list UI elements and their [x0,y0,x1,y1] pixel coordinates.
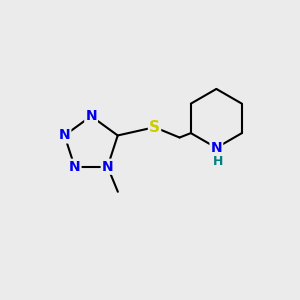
Text: H: H [213,154,223,168]
Text: N: N [102,160,113,174]
Text: N: N [211,141,222,155]
Text: N: N [59,128,70,142]
Text: N: N [69,160,80,174]
Text: S: S [149,120,160,135]
Text: N: N [85,109,97,123]
